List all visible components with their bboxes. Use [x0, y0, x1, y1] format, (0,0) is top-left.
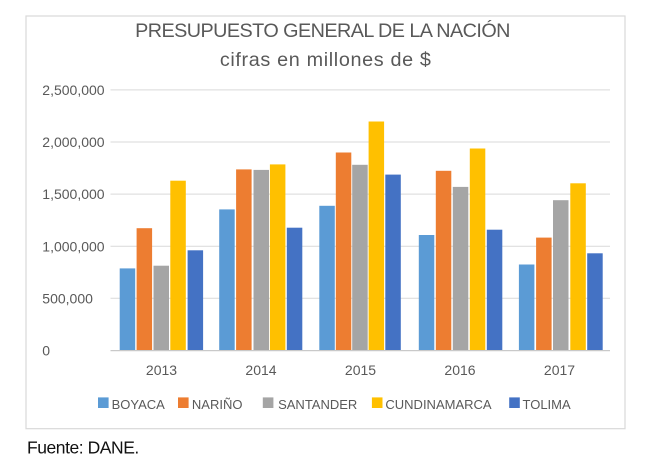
svg-text:PRESUPUESTO GENERAL DE LA NACI: PRESUPUESTO GENERAL DE LA NACIÓN	[135, 19, 510, 42]
svg-text:Fuente: DANE.: Fuente: DANE.	[27, 437, 139, 457]
svg-text:2013: 2013	[146, 362, 177, 378]
svg-text:cifras en millones de $: cifras en millones de $	[220, 49, 432, 71]
svg-text:2015: 2015	[345, 362, 376, 378]
svg-text:1,000,000: 1,000,000	[42, 238, 104, 254]
svg-text:NARIÑO: NARIÑO	[192, 397, 243, 412]
svg-text:BOYACA: BOYACA	[112, 397, 166, 412]
svg-text:SANTANDER: SANTANDER	[278, 397, 357, 412]
svg-text:2,000,000: 2,000,000	[42, 134, 104, 150]
svg-text:500,000: 500,000	[42, 291, 93, 307]
svg-text:TOLIMA: TOLIMA	[523, 397, 571, 412]
svg-text:2,500,000: 2,500,000	[42, 82, 104, 98]
svg-text:2017: 2017	[544, 362, 575, 378]
svg-text:CUNDINAMARCA: CUNDINAMARCA	[385, 397, 492, 412]
svg-text:2014: 2014	[245, 362, 276, 378]
svg-text:1,500,000: 1,500,000	[42, 186, 104, 202]
svg-text:0: 0	[42, 343, 50, 359]
svg-text:2016: 2016	[444, 362, 475, 378]
